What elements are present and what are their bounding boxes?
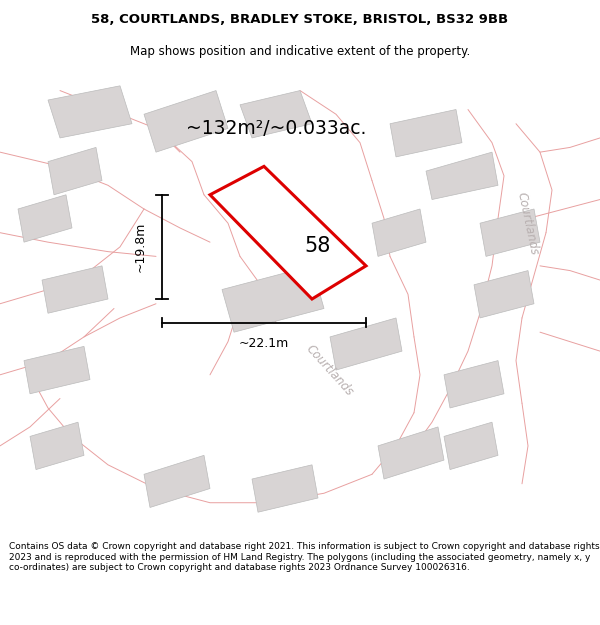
Polygon shape [480,209,540,256]
Polygon shape [330,318,402,370]
Polygon shape [372,209,426,256]
Text: Courtlands: Courtlands [304,342,356,398]
Text: 58: 58 [305,236,331,256]
Text: Map shows position and indicative extent of the property.: Map shows position and indicative extent… [130,46,470,59]
Polygon shape [48,148,102,195]
Polygon shape [390,109,462,157]
Polygon shape [444,361,504,408]
Polygon shape [24,346,90,394]
Polygon shape [426,152,498,199]
Polygon shape [474,271,534,318]
Polygon shape [378,427,444,479]
Polygon shape [30,422,84,469]
Polygon shape [18,195,72,242]
Text: Contains OS data © Crown copyright and database right 2021. This information is : Contains OS data © Crown copyright and d… [9,542,599,572]
Polygon shape [42,266,108,313]
Polygon shape [252,465,318,512]
Polygon shape [48,86,132,138]
Text: 58, COURTLANDS, BRADLEY STOKE, BRISTOL, BS32 9BB: 58, COURTLANDS, BRADLEY STOKE, BRISTOL, … [91,13,509,26]
Polygon shape [444,422,498,469]
Text: ~19.8m: ~19.8m [134,222,147,272]
Polygon shape [144,456,210,508]
Text: ~22.1m: ~22.1m [239,337,289,350]
Polygon shape [144,91,228,152]
Polygon shape [210,166,366,299]
Text: Courtlands: Courtlands [515,191,541,256]
Polygon shape [222,266,324,332]
Text: ~132m²/~0.033ac.: ~132m²/~0.033ac. [186,119,366,138]
Polygon shape [240,91,312,138]
